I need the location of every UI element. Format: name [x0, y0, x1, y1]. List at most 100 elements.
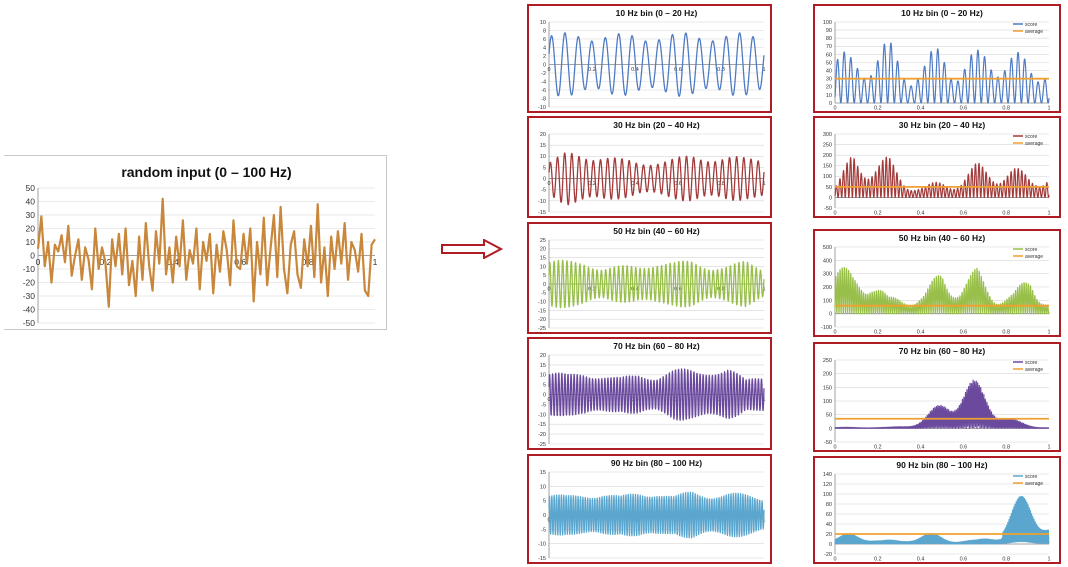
- x-tick-label: 0.4: [917, 557, 925, 563]
- x-tick-label: 1: [373, 257, 378, 267]
- x-tick-label: 0.4: [631, 181, 639, 187]
- bin-70hz-signal-panel: 70 Hz bin (60 – 80 Hz) 20 15 10 5 0 -5 -10 -15 -2…: [527, 337, 772, 450]
- x-tick-label: 0.2: [874, 445, 882, 451]
- bin-70hz-score-chart: 70 Hz bin (60 – 80 Hz)250200150100500-50…: [823, 346, 1051, 451]
- y-tick-label: 50: [826, 60, 832, 66]
- bin-50hz-signal-chart: 50 Hz bin (40 – 60 Hz)2520151050-5-10-15…: [538, 226, 765, 332]
- y-tick-label: 10: [540, 484, 546, 490]
- series-line-score: [834, 156, 1050, 199]
- y-tick-label: -10: [538, 105, 546, 111]
- bin-50hz-score-chart: 50 Hz bin (40 – 60 Hz)5004003002001000-1…: [821, 233, 1051, 336]
- x-tick-label: 0: [833, 211, 836, 217]
- x-tick-label: 0.6: [960, 211, 968, 217]
- x-tick-label: 0: [833, 330, 836, 336]
- x-tick-label: 0.2: [588, 181, 596, 187]
- x-tick-label: 0.8: [1002, 557, 1010, 563]
- x-tick-label: 1: [1047, 445, 1050, 451]
- y-tick-label: -30: [23, 291, 36, 301]
- x-tick-label: 1: [1047, 330, 1050, 336]
- x-tick-label: 1: [762, 181, 765, 187]
- bin-90hz-score-panel: 90 Hz bin (80 – 100 Hz) 140 120 100 80 60 40 20…: [813, 456, 1061, 564]
- chart-title: 70 Hz bin (60 – 80 Hz): [899, 346, 986, 356]
- x-tick-label: 0.6: [960, 557, 968, 563]
- bin-70hz-score-panel: 70 Hz bin (60 – 80 Hz) 250 200 150 100 50 0 -50…: [813, 342, 1061, 452]
- x-tick-label: 0.8: [1002, 211, 1010, 217]
- y-tick-label: 5: [543, 273, 546, 279]
- y-tick-label: 150: [823, 164, 832, 170]
- y-tick-label: 5: [543, 499, 546, 505]
- y-tick-label: 250: [823, 142, 832, 148]
- legend-label: score: [1025, 474, 1037, 480]
- y-tick-label: 30: [826, 77, 832, 83]
- x-tick-label: 0: [547, 67, 550, 73]
- bin-10hz-signal-panel: 10 Hz bin (0 – 20 Hz) 10 8 6 4 2 0 -2 -4 -6 -8 -10 0…: [527, 4, 772, 113]
- series-line: [548, 368, 765, 421]
- series-line: [548, 259, 765, 309]
- x-tick-label: 0.4: [917, 211, 925, 217]
- y-tick-label: -10: [538, 412, 546, 418]
- x-tick-label: 0: [547, 397, 550, 403]
- x-tick-label: 0.2: [588, 67, 596, 73]
- y-tick-label: -15: [538, 308, 546, 314]
- x-tick-label: 0.8: [1002, 106, 1010, 112]
- y-tick-label: 60: [826, 512, 832, 518]
- legend-label: average: [1025, 367, 1043, 373]
- y-tick-label: -25: [538, 442, 546, 448]
- y-tick-label: 100: [823, 399, 832, 405]
- y-tick-label: 10: [540, 20, 546, 26]
- y-tick-label: 10: [826, 93, 832, 99]
- x-tick-label: 0.4: [917, 330, 925, 336]
- y-tick-label: 15: [540, 470, 546, 476]
- series-line: [548, 491, 765, 539]
- y-tick-label: 90: [826, 28, 832, 34]
- x-tick-label: 0.6: [960, 106, 968, 112]
- y-tick-label: 15: [540, 143, 546, 149]
- x-tick-label: 0.2: [874, 557, 882, 563]
- x-tick-label: 0.4: [631, 67, 639, 73]
- y-tick-label: 15: [540, 256, 546, 262]
- y-tick-label: 300: [823, 272, 832, 278]
- y-tick-label: 80: [826, 502, 832, 508]
- y-tick-label: 0: [30, 250, 35, 260]
- y-tick-label: 50: [826, 185, 832, 191]
- x-tick-label: 0: [547, 181, 550, 187]
- x-tick-label: 0.4: [917, 445, 925, 451]
- x-tick-label: 0.4: [167, 257, 179, 267]
- y-tick-label: 0: [829, 101, 832, 107]
- y-tick-label: 20: [26, 223, 36, 233]
- chart-title: 30 Hz bin (20 – 40 Hz): [613, 120, 700, 130]
- y-tick-label: 0: [543, 176, 546, 182]
- bin-50hz-signal-panel: 50 Hz bin (40 – 60 Hz) 25 20 15 10 5 0 -5 -10 -15…: [527, 222, 772, 334]
- y-tick-label: -20: [538, 432, 546, 438]
- x-tick-label: 0.6: [960, 330, 968, 336]
- series-line-score: [834, 42, 1050, 104]
- y-tick-label: -6: [541, 88, 546, 94]
- legend-label: average: [1025, 141, 1043, 147]
- y-tick-label: 120: [823, 482, 832, 488]
- chart-title: 50 Hz bin (40 – 60 Hz): [899, 233, 986, 243]
- chart-title: 10 Hz bin (0 – 20 Hz): [616, 8, 698, 18]
- chart-title: 90 Hz bin (80 – 100 Hz): [896, 460, 987, 470]
- x-tick-label: 1: [1047, 557, 1050, 563]
- y-tick-label: -10: [538, 199, 546, 205]
- chart-title: 90 Hz bin (80 – 100 Hz): [611, 458, 702, 468]
- y-tick-label: 300: [823, 132, 832, 138]
- y-tick-label: -15: [538, 422, 546, 428]
- x-tick-label: 0.2: [874, 330, 882, 336]
- legend-label: average: [1025, 29, 1043, 35]
- x-tick-label: 0.4: [917, 106, 925, 112]
- bin-90hz-score-chart: 90 Hz bin (80 – 100 Hz)14012010080604020…: [823, 460, 1051, 563]
- x-tick-label: 1: [762, 67, 765, 73]
- y-tick-label: 200: [823, 285, 832, 291]
- y-tick-label: -20: [538, 317, 546, 323]
- y-tick-label: -4: [541, 79, 546, 85]
- y-tick-label: 140: [823, 472, 832, 478]
- y-tick-label: -5: [541, 527, 546, 533]
- series-line-score: [834, 379, 1050, 429]
- y-tick-label: -20: [23, 277, 36, 287]
- y-tick-label: 100: [823, 298, 832, 304]
- series-line-score: [834, 266, 1050, 315]
- y-tick-label: 4: [543, 45, 546, 51]
- x-tick-label: 0: [547, 287, 550, 293]
- y-tick-label: 200: [823, 153, 832, 159]
